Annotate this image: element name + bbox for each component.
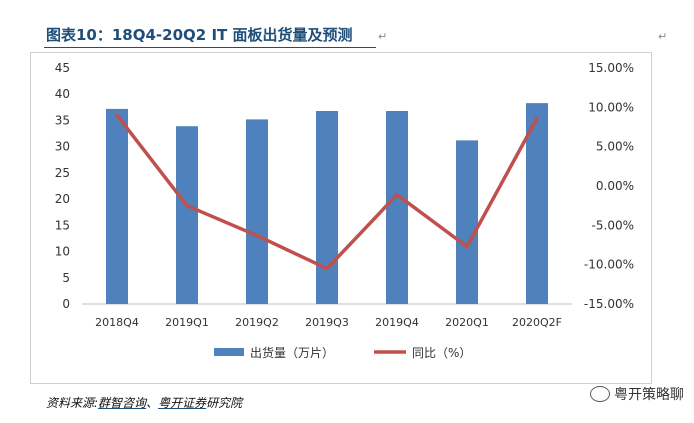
line-point xyxy=(325,267,329,271)
bar xyxy=(386,111,408,304)
x-tick-label: 2020Q2F xyxy=(512,316,562,329)
x-tick-label: 2019Q4 xyxy=(375,316,419,329)
y-left-tick-label: 15 xyxy=(55,218,70,232)
x-tick-label: 2020Q1 xyxy=(445,316,489,329)
y-left-tick-label: 45 xyxy=(55,61,70,75)
x-tick-label: 2018Q4 xyxy=(95,316,139,329)
y-right-tick-label: -5.00% xyxy=(592,218,634,232)
y-left-tick-label: 30 xyxy=(55,140,70,154)
watermark: 粤开策略聊 xyxy=(590,384,684,404)
y-right-tick-label: 15.00% xyxy=(588,61,634,75)
bar xyxy=(456,140,478,304)
y-left-tick-label: 40 xyxy=(55,87,70,101)
chart-title: 图表10：18Q4-20Q2 IT 面板出货量及预测 xyxy=(46,26,353,44)
paragraph-mark-icon: ↵ xyxy=(378,30,388,43)
bar xyxy=(526,103,548,304)
wechat-icon xyxy=(590,386,610,402)
bar xyxy=(106,108,128,304)
legend-label-bar: 出货量（万片） xyxy=(250,345,334,360)
bar xyxy=(246,119,268,304)
source-suffix: 研究院 xyxy=(206,396,243,410)
y-right-tick-label: 0.00% xyxy=(596,179,634,193)
y-right-tick-label: 5.00% xyxy=(596,140,634,154)
line-point xyxy=(115,113,119,117)
line-point xyxy=(535,116,539,120)
x-tick-label: 2019Q1 xyxy=(165,316,209,329)
y-left-tick-label: 20 xyxy=(55,192,70,206)
legend-label-line: 同比（%） xyxy=(412,346,471,360)
y-left-tick-label: 35 xyxy=(55,113,70,127)
chart-frame xyxy=(30,52,652,384)
source-note: 资料来源:群智咨询、粤开证券研究院 xyxy=(46,394,242,411)
watermark-text: 粤开策略聊 xyxy=(614,387,684,403)
y-right-tick-label: -10.00% xyxy=(584,258,634,272)
legend-swatch-bar xyxy=(214,348,244,356)
title-underline xyxy=(44,47,376,48)
x-tick-label: 2019Q3 xyxy=(305,316,349,329)
y-left-tick-label: 10 xyxy=(55,245,70,259)
corner-mark-icon: ↵ xyxy=(658,30,668,43)
source-prefix: 资料来源: xyxy=(46,396,99,410)
y-right-tick-label: -15.00% xyxy=(584,297,634,311)
y-left-tick-label: 0 xyxy=(62,297,70,311)
bar xyxy=(316,111,338,304)
line-point xyxy=(255,233,259,238)
bar xyxy=(176,126,198,304)
line-point xyxy=(185,204,189,208)
line-point xyxy=(465,244,469,249)
line-point xyxy=(395,193,399,197)
y-right-tick-label: 10.00% xyxy=(588,100,634,114)
x-tick-label: 2019Q2 xyxy=(235,316,279,329)
source-separator: 、 xyxy=(146,396,159,410)
y-left-tick-label: 5 xyxy=(62,271,70,285)
source-link-yuekai[interactable]: 粤开证券 xyxy=(158,396,207,410)
source-link-qunzhi[interactable]: 群智咨询 xyxy=(98,396,147,410)
y-left-tick-label: 25 xyxy=(55,166,70,180)
